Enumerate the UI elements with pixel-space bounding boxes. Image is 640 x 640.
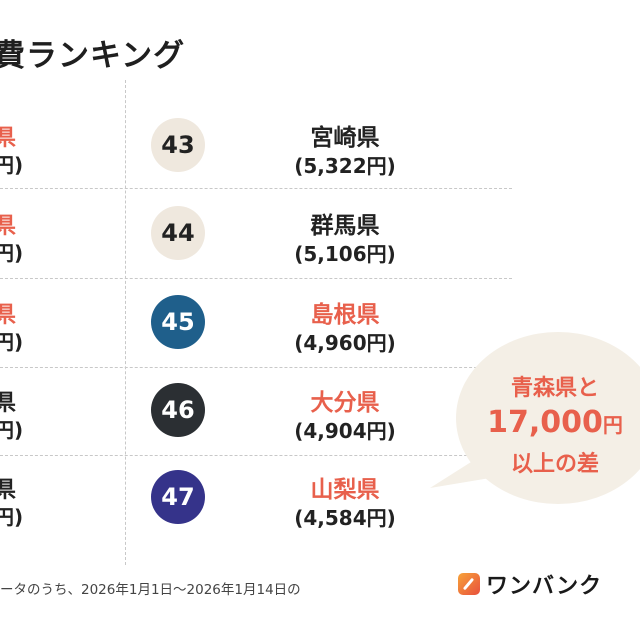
left-prefecture-name: 県: [0, 126, 17, 151]
callout-amount: 17,000円: [480, 402, 630, 446]
row-divider: [0, 278, 512, 279]
row-divider: [0, 455, 512, 456]
left-prefecture-price: 円): [0, 418, 24, 442]
callout-amount-value: 17,000: [487, 405, 603, 440]
prefecture-name: 山梨県: [310, 477, 380, 503]
callout-text: 青森県と 17,000円 以上の差: [480, 370, 630, 478]
rank-badge: 47: [151, 470, 205, 524]
prefecture-name: 島根県: [310, 302, 380, 328]
prefecture-price: (4,960円): [294, 331, 396, 355]
rank-badge: 44: [151, 206, 205, 260]
left-prefecture-price: 円): [0, 241, 24, 265]
left-prefecture-price: 円): [0, 153, 24, 177]
logo-icon: [458, 573, 480, 595]
rank-badge: 43: [151, 118, 205, 172]
ranking-row: 県円) 43 宮崎県 (5,322円): [0, 118, 520, 233]
rank-badge: 46: [151, 383, 205, 437]
callout-unit: 円: [602, 413, 623, 437]
callout-line3: 以上の差: [510, 452, 599, 477]
logo-text: ワンバンク: [486, 574, 603, 599]
ranking-row: 県円) 46 大分県 (4,904円): [0, 383, 520, 498]
prefecture-price: (4,584円): [294, 506, 396, 530]
row-divider: [0, 188, 512, 189]
brand-logo: ワンバンク: [458, 568, 602, 600]
left-prefecture-name: 県: [0, 391, 17, 416]
ranking-row: 県円) 44 群馬県 (5,106円): [0, 206, 520, 321]
footnote: ータのうち、2026年1月1日〜2026年1月14日の: [0, 582, 301, 598]
left-prefecture-price: 円): [0, 330, 24, 354]
callout-line1: 青森県と: [510, 376, 599, 401]
prefecture-name: 群馬県: [310, 213, 380, 239]
prefecture-price: (5,106円): [294, 242, 396, 266]
prefecture-price: (5,322円): [294, 154, 396, 178]
rank-badge: 45: [151, 295, 205, 349]
left-prefecture-name: 県: [0, 303, 17, 328]
row-divider: [0, 367, 512, 368]
page-title: 費ランキング: [0, 38, 186, 74]
ranking-row: 県円) 47 山梨県 (4,584円): [0, 470, 520, 585]
column-divider: [125, 80, 126, 565]
prefecture-price: (4,904円): [294, 419, 396, 443]
callout-bubble: [430, 332, 640, 504]
left-prefecture-price: 円): [0, 505, 24, 529]
left-prefecture-name: 県: [0, 478, 17, 503]
left-prefecture-name: 県: [0, 214, 17, 239]
prefecture-name: 宮崎県: [310, 125, 380, 151]
prefecture-name: 大分県: [310, 390, 380, 416]
ranking-row: 県円) 45 島根県 (4,960円): [0, 295, 520, 410]
